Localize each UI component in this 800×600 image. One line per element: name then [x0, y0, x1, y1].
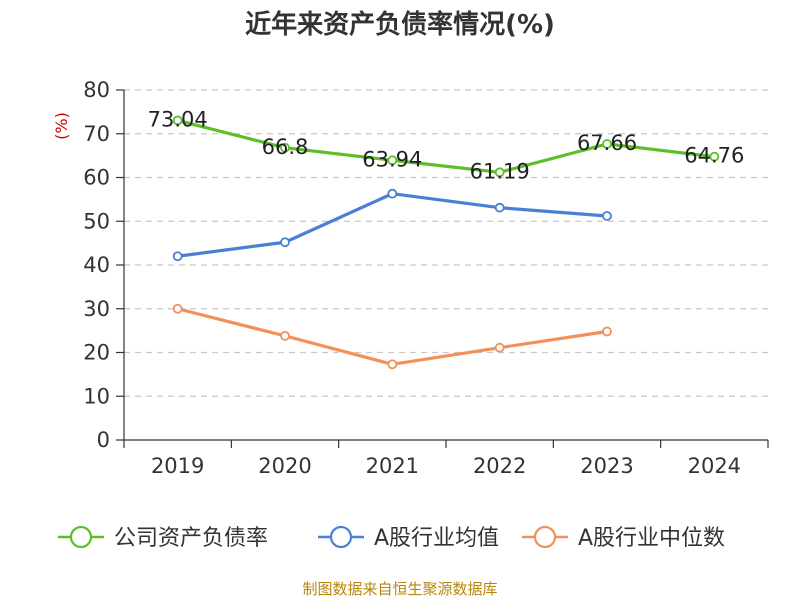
x-tick-label: 2022 [473, 454, 526, 478]
legend: 公司资产负债率 A股行业均值 A股行业中位数 [58, 525, 725, 551]
source-note: 制图数据来自恒生聚源数据库 [302, 580, 498, 598]
series-line [176, 192, 609, 258]
data-point [602, 211, 612, 221]
data-point [172, 303, 183, 314]
x-tick-label: 2021 [366, 454, 419, 478]
data-label: 67.66 [577, 131, 637, 155]
data-point [172, 251, 183, 262]
data-label: 73.04 [148, 107, 208, 131]
series-line [176, 307, 609, 366]
y-tick-label: 0 [97, 428, 110, 452]
y-tick-label: 70 [83, 122, 110, 146]
data-label: 61.19 [470, 159, 530, 183]
legend-marker [69, 525, 93, 549]
data-label: 64.76 [684, 144, 744, 168]
legend-label: A股行业中位数 [578, 526, 725, 551]
series-line [176, 118, 716, 174]
legend-label: 公司资产负债率 [114, 526, 268, 551]
data-point [280, 237, 290, 248]
data-label: 63.94 [362, 147, 422, 171]
data-point [494, 342, 505, 353]
data-point [387, 155, 398, 166]
y-tick-label: 50 [83, 209, 110, 233]
x-tick-label: 2024 [688, 454, 741, 478]
data-point [280, 330, 290, 341]
data-point [387, 359, 398, 370]
data-point [494, 167, 505, 178]
x-tick-label: 2023 [580, 454, 633, 478]
data-point [280, 142, 290, 153]
y-tick-label: 10 [83, 384, 110, 408]
data-point [709, 151, 720, 162]
legend-marker [533, 525, 557, 549]
x-tick-label: 2019 [151, 454, 204, 478]
y-tick-label: 30 [83, 297, 110, 321]
y-axis-label: (%) [52, 112, 71, 140]
legend-marker [329, 525, 353, 549]
y-tick-label: 20 [83, 341, 110, 365]
data-point [172, 115, 183, 126]
grid-layer [124, 89, 768, 397]
data-label: 66.8 [262, 135, 309, 159]
data-point [387, 188, 398, 199]
y-tick-label: 60 [83, 166, 110, 190]
y-tick-label: 80 [83, 78, 110, 102]
labels-layer: 73.04 66.8 63.94 61.19 67.66 64.76 [148, 107, 745, 183]
x-tick-label: 2020 [258, 454, 311, 478]
data-point [602, 326, 612, 337]
data-point [602, 139, 612, 149]
legend-label: A股行业均值 [374, 526, 499, 551]
axes-layer: 0 10 20 30 40 50 60 70 80 2019 2020 2021 2022 2023 202… [52, 78, 769, 478]
chart-title: 近年来资产负债率情况(%) [245, 10, 555, 40]
data-point [494, 202, 505, 213]
y-tick-label: 40 [83, 253, 110, 277]
series-layer [172, 115, 720, 370]
